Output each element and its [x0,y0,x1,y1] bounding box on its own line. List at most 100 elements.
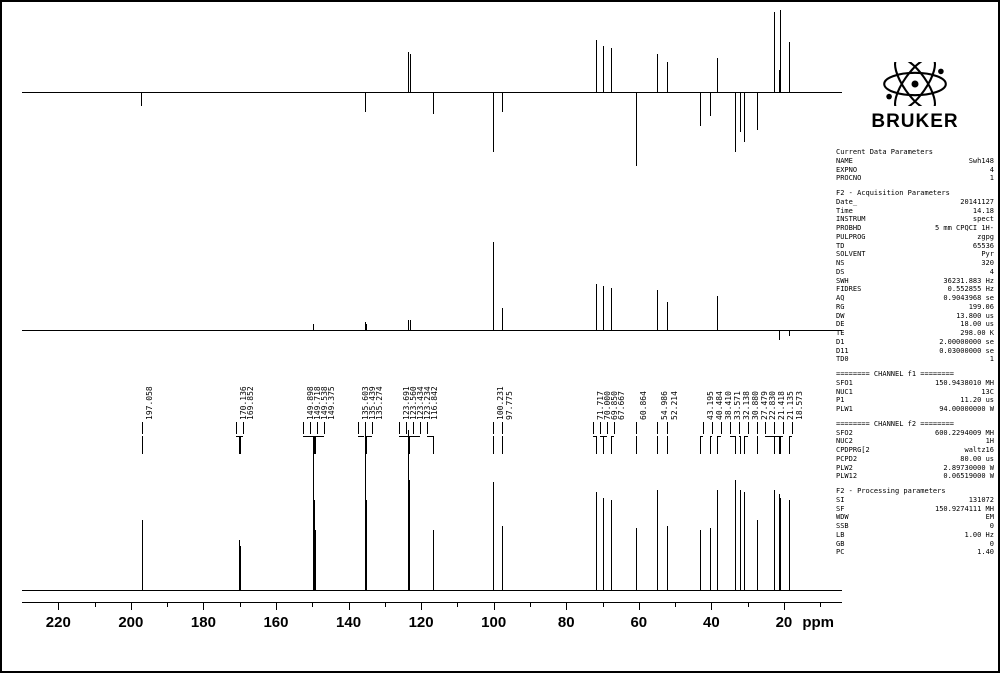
spectrum-peak [789,42,790,92]
spectrum-peak [735,92,736,152]
peak-ppm-label: 169.852 [246,386,255,420]
param-value: 298.00 K [960,329,994,338]
spectrum-peak [667,62,668,92]
param-value: 14.18 [973,207,994,216]
axis-tick [494,602,495,610]
param-value: 1.40 [977,548,994,557]
spectrum-peak [611,500,612,590]
peak-ppm-label: 40.484 [715,391,724,420]
peak-ppm-label: 149.375 [327,386,336,420]
peak-label-connector [409,436,420,437]
axis-tick-label: 40 [703,614,720,631]
param-value: waltz16 [964,446,994,455]
axis-minor-tick [457,602,458,607]
axis-minor-tick [240,602,241,607]
axis-unit-label: ppm [802,614,834,631]
spectrum-peak [744,92,745,142]
peak-ppm-label: 38.410 [724,391,733,420]
axis-tick [421,602,422,610]
spectrum-peak [700,92,701,126]
peak-label-tick [600,422,601,434]
param-row: DS 4 [836,268,994,277]
param-row: PLW120.06519000 W [836,472,994,481]
bruker-logo-text: BRUKER [840,111,990,133]
param-row: PLW194.00000000 W [836,405,994,414]
param-row: LB1.00 Hz [836,531,994,540]
param-row: P111.20 us [836,396,994,405]
peak-label-tick [358,422,359,434]
bruker-logo: BRUKER [840,62,990,133]
spectrum-peak [603,498,604,590]
spectrum-peak [667,302,668,330]
param-row: PC1.40 [836,548,994,557]
peak-label-drop [409,436,410,454]
param-value: 150.9438010 MH [935,379,994,388]
spectrum-peak [774,490,775,590]
spectrum-peak [433,530,434,590]
param-value: 4 [990,268,994,277]
param-row: Date_20141127 [836,198,994,207]
axis-tick [203,602,204,610]
spectrum-peak [365,92,366,110]
spectrum-peak [657,54,658,92]
x-axis-ppm: ppm 22020018016014012010080604020 [22,602,842,662]
peak-label-drop [603,436,604,454]
axis-tick-label: 200 [118,614,143,631]
spectrum-peak [789,500,790,590]
peak-label-tick [399,422,400,434]
bruker-logo-icon [880,62,950,106]
param-key: NAME [836,157,857,166]
param-key: PROCNO [836,174,865,183]
axis-minor-tick [748,602,749,607]
peak-ppm-label: 97.775 [505,391,514,420]
param-key: SOLVENT [836,250,870,259]
param-key: INSTRUM [836,215,870,224]
param-row: PCPD280.00 us [836,455,994,464]
axis-minor-tick [167,602,168,607]
axis-minor-tick [820,602,821,607]
param-row: RG199.06 [836,303,994,312]
param-key: NUC2 [836,437,857,446]
axis-minor-tick [530,602,531,607]
param-row: NS320 [836,259,994,268]
axis-tick-label: 80 [558,614,575,631]
param-section: F2 - Processing parametersSI131072SF150.… [836,487,994,557]
peak-label-tick [748,422,749,434]
param-value: 131072 [969,496,994,505]
peak-label-tick [792,422,793,434]
axis-tick [276,602,277,610]
peak-label-drop [710,436,711,454]
peak-label-drop [142,436,143,454]
peak-label-tick [142,422,143,434]
param-row: INSTRUMspect [836,215,994,224]
param-key: GB [836,540,848,549]
spectrum-peak [780,10,781,92]
peak-label-tick [712,422,713,434]
param-key: TD [836,242,848,251]
param-section-title: F2 - Processing parameters [836,487,994,496]
param-value: 11.20 us [960,396,994,405]
peak-label-tick [667,422,668,434]
axis-tick-label: 100 [481,614,506,631]
param-key: D1 [836,338,848,347]
param-key: SWH [836,277,853,286]
peak-label-tick [420,422,421,434]
spectrum-peak [433,92,434,114]
axis-tick-label: 60 [630,614,647,631]
param-key: DS [836,268,848,277]
param-key: DW [836,312,848,321]
param-row: TD65536 [836,242,994,251]
param-key: SFO2 [836,429,857,438]
param-section: Current Data ParametersNAMESwh148EXPNO4P… [836,148,994,183]
peak-label-drop [780,436,781,454]
param-value: 5 mm CPQCI 1H- [935,224,994,233]
param-row: PLW22.89730000 W [836,464,994,473]
axis-tick [711,602,712,610]
param-value: 0.552855 Hz [948,285,994,294]
param-row: DE18.00 us [836,320,994,329]
peak-label-tick [703,422,704,434]
spectrum-peak [141,92,142,106]
axis-minor-tick [603,602,604,607]
peak-label-tick [365,422,366,434]
param-key: DE [836,320,848,329]
